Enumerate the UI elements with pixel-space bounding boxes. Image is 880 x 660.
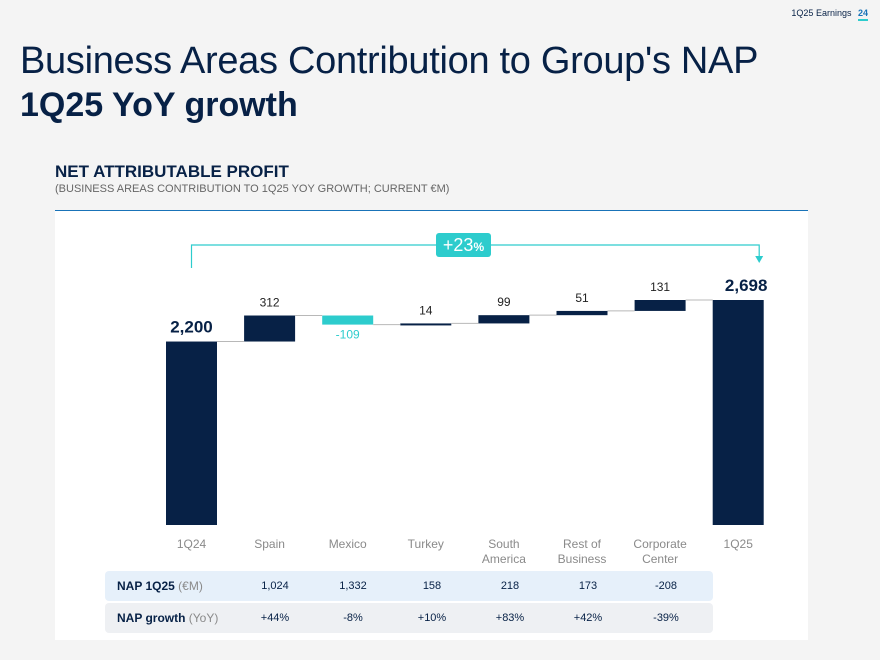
table-row-growth: NAP growth (YoY) +44% -8% +10% +83% +42%… — [105, 603, 713, 633]
table-cell: -39% — [653, 612, 679, 624]
data-label: -109 — [336, 328, 360, 342]
page-title: Business Areas Contribution to Group's N… — [20, 40, 759, 82]
tick-label: South — [488, 537, 519, 551]
bar — [712, 300, 764, 525]
table-cell: +10% — [417, 612, 447, 624]
data-label: 312 — [260, 296, 280, 310]
tick-label: America — [482, 552, 526, 566]
table-cell: 158 — [422, 580, 442, 592]
bar — [556, 310, 608, 316]
chart-card-header — [55, 155, 808, 211]
data-label: 14 — [419, 303, 433, 317]
row-label: NAP growth (YoY) — [117, 611, 219, 625]
data-label: 2,200 — [170, 318, 213, 337]
tick-label: Business — [558, 552, 607, 566]
data-label: 51 — [575, 291, 589, 305]
tick-label: 1Q25 — [724, 537, 754, 551]
bar — [244, 315, 296, 342]
data-label: 2,698 — [725, 276, 768, 295]
growth-label: +23% — [443, 235, 485, 255]
data-label: 131 — [650, 280, 670, 294]
page-header: 1Q25 Earnings 24 — [791, 8, 868, 21]
table-cell: -8% — [343, 612, 363, 624]
bar — [166, 341, 217, 525]
tick-label: Mexico — [329, 537, 367, 551]
table-cell: +44% — [260, 612, 290, 624]
growth-badge — [436, 233, 491, 257]
table-cell: 1,332 — [339, 580, 367, 592]
tick-label: Turkey — [408, 537, 444, 551]
table-cell: +42% — [573, 612, 603, 624]
tick-label: Spain — [254, 537, 285, 551]
bar — [322, 315, 374, 325]
table-cell: 218 — [500, 580, 520, 592]
bar — [400, 323, 452, 326]
growth-arrow-head — [755, 256, 764, 263]
table-cell: -208 — [654, 580, 678, 592]
table-cell: 173 — [578, 580, 598, 592]
section-title: NET ATTRIBUTABLE PROFIT — [55, 162, 289, 181]
row-label: NAP 1Q25 (€M) — [117, 579, 203, 593]
table-row-nap: NAP 1Q25 (€M) 1,024 1,332 158 218 173 -2… — [105, 571, 713, 601]
tick-label: 1Q24 — [177, 537, 207, 551]
data-label: 99 — [497, 295, 511, 309]
table-cell: 1,024 — [261, 580, 289, 592]
tick-label: Rest of — [563, 537, 602, 551]
page-number: 24 — [857, 8, 868, 21]
tick-label: Corporate — [633, 537, 687, 551]
bar — [634, 300, 686, 311]
table-cell: +83% — [495, 612, 525, 624]
tick-label: Center — [642, 552, 678, 566]
section-subtitle: (BUSINESS AREAS CONTRIBUTION TO 1Q25 YOY… — [55, 183, 450, 195]
bar — [478, 315, 530, 324]
header-label: 1Q25 Earnings — [791, 8, 852, 18]
page-subtitle: 1Q25 YoY growth — [20, 86, 298, 124]
